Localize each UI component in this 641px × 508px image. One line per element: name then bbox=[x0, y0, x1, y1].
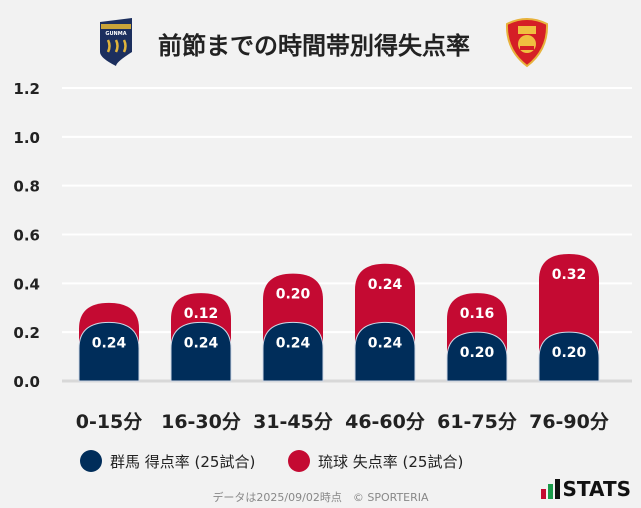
y-tick-label: 1.0 bbox=[13, 129, 40, 147]
bar-gunma bbox=[170, 321, 232, 382]
data-label: 0.16 bbox=[460, 306, 495, 322]
svg-text:GUNMA: GUNMA bbox=[105, 31, 126, 37]
data-label: 0.12 bbox=[184, 306, 219, 322]
footer-note: データは2025/09/02時点 © SPORTERIA bbox=[212, 491, 429, 504]
y-tick-label: 0.6 bbox=[13, 227, 40, 245]
legend-item-gunma: 群馬 得点率 (25試合) bbox=[80, 450, 255, 472]
legend-swatch bbox=[80, 450, 102, 472]
ryukyu-logo bbox=[505, 18, 549, 68]
data-label: 0.20 bbox=[552, 345, 587, 361]
chart-title: 前節までの時間帯別得失点率 bbox=[158, 32, 470, 60]
gunma-logo: GUNMA bbox=[100, 18, 132, 66]
x-tick-label: 76-90分 bbox=[529, 411, 609, 433]
x-tick-label: 16-30分 bbox=[161, 411, 241, 433]
data-label: 0.24 bbox=[368, 277, 403, 293]
legend-label: 琉球 失点率 (25試合) bbox=[318, 452, 464, 471]
bar-gunma bbox=[78, 321, 140, 382]
legend-swatch bbox=[288, 450, 310, 472]
bar-gunma bbox=[354, 321, 416, 382]
bar-gunma bbox=[262, 321, 324, 382]
x-tick-label: 0-15分 bbox=[76, 411, 143, 433]
data-label: 0.24 bbox=[92, 335, 127, 351]
legend-label: 群馬 得点率 (25試合) bbox=[110, 452, 256, 471]
data-label: 0.20 bbox=[460, 345, 495, 361]
y-tick-label: 0.8 bbox=[13, 178, 40, 196]
data-label: 0.24 bbox=[368, 335, 403, 351]
y-tick-label: 0.0 bbox=[13, 373, 40, 391]
x-tick-label: 31-45分 bbox=[253, 411, 333, 433]
stats-brand: STATS bbox=[562, 477, 631, 501]
data-label: 0.32 bbox=[552, 267, 587, 283]
x-tick-label: 46-60分 bbox=[345, 411, 425, 433]
x-tick-label: 61-75分 bbox=[437, 411, 517, 433]
data-label: 0.24 bbox=[276, 335, 311, 351]
bar-gunma bbox=[538, 331, 600, 382]
stats-logo: STATS bbox=[540, 477, 631, 501]
legend-item-ryukyu: 琉球 失点率 (25試合) bbox=[288, 450, 463, 472]
y-tick-label: 0.4 bbox=[13, 275, 40, 293]
y-tick-label: 0.2 bbox=[13, 324, 40, 342]
y-tick-label: 1.2 bbox=[13, 80, 40, 98]
bar-gunma bbox=[446, 331, 508, 382]
data-label: 0.24 bbox=[184, 335, 219, 351]
data-label: 0.20 bbox=[276, 287, 311, 303]
